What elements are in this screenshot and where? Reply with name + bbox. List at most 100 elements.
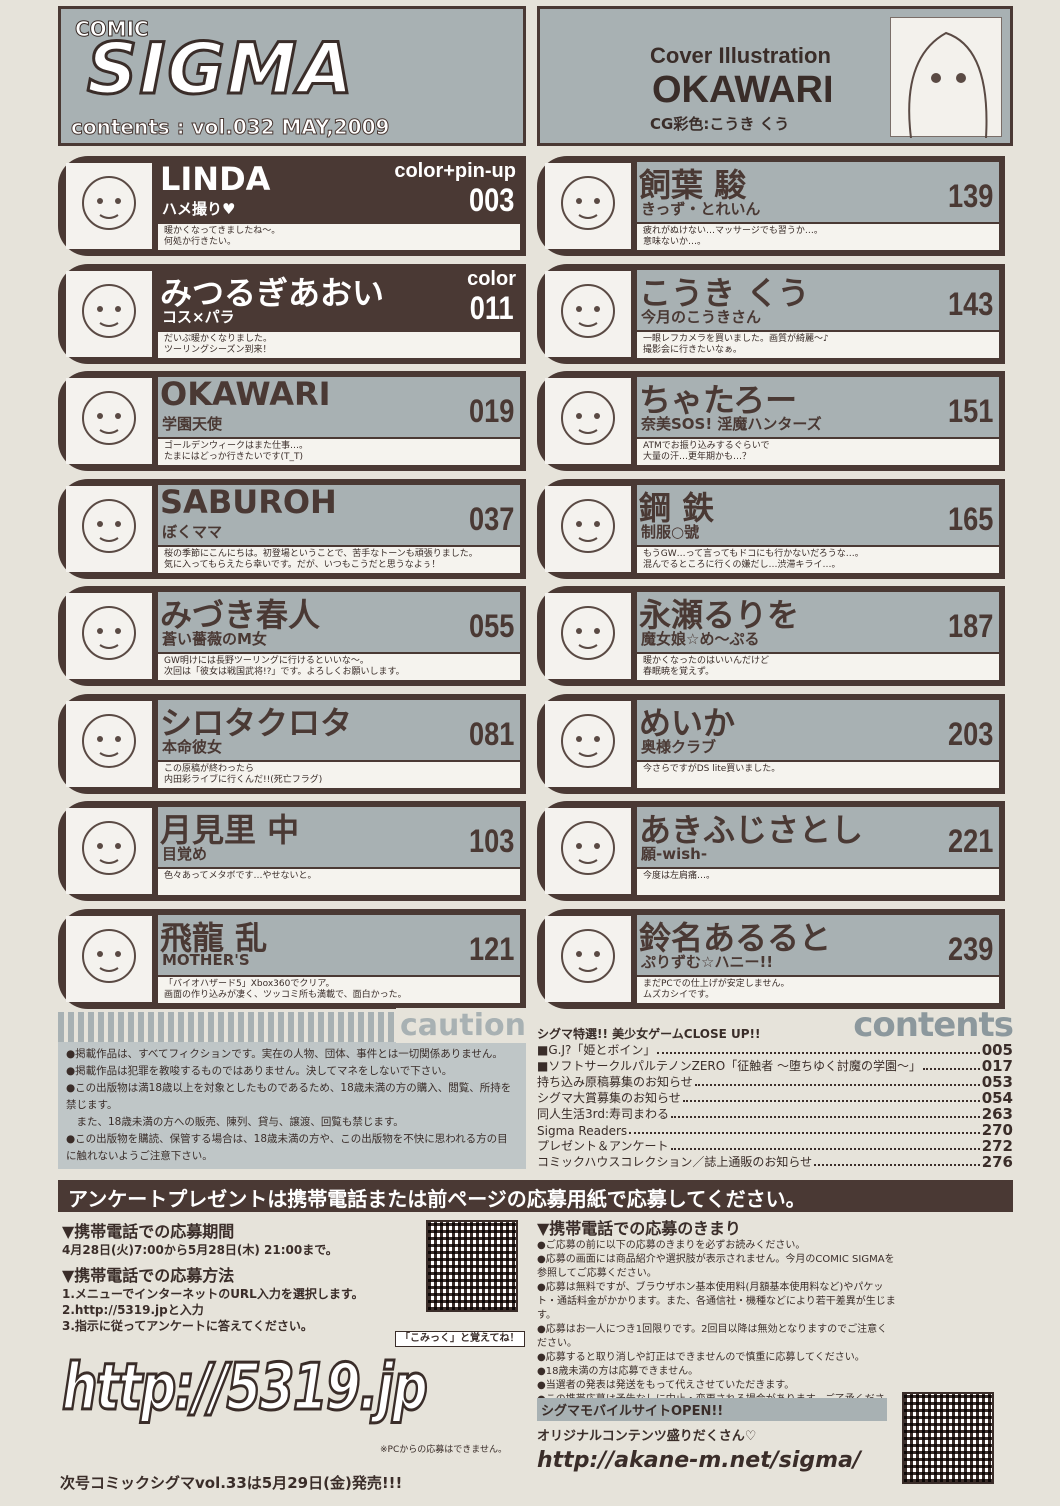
toc-label: 持ち込み原稿募集のお知らせ [537, 1075, 693, 1089]
toc-label: コミックハウスコレクション／誌上通販のお知らせ [537, 1155, 813, 1169]
author-portrait [66, 163, 152, 249]
title-panel [637, 484, 999, 545]
toc-row[interactable]: シグマ大賞募集のお知らせ 054 [537, 1090, 1013, 1106]
toc-leader [694, 1084, 980, 1086]
title-panel [158, 269, 520, 330]
caution-body: ●掲載作品は、すべてフィクションです。実在の人物、団体、事件とは一切関係ありませ… [58, 1042, 526, 1169]
author-portrait [66, 915, 152, 1002]
qr-code-survey[interactable] [426, 1220, 518, 1312]
survey-url[interactable]: http://5319.jp [61, 1351, 429, 1426]
caution-line: ●掲載作品は犯罪を教唆するものではありません。決してマネをしないで下さい。 [66, 1065, 453, 1077]
toc-label: プレゼント＆アンケート [537, 1139, 669, 1153]
volume-label: contents : vol.032 MAY,2009 [70, 115, 390, 140]
toc-row[interactable]: ■G.J?「姫とボイン」 005 [537, 1042, 1013, 1058]
cover-illustration [890, 17, 1002, 139]
contents-entry[interactable]: めいか 奥様クラブ 203 今さらですがDS lite買いました。 [537, 693, 1005, 794]
toc-row[interactable]: 同人生活3rd:寿司まわる 263 [537, 1106, 1013, 1122]
author-name: みづき春人 [160, 596, 321, 634]
contents-entry[interactable]: ちゃたろー 奈美SOS! 淫魔ハンターズ 151 ATMでお振り込みするぐらいで 大量… [537, 371, 1005, 471]
title-panel [158, 484, 520, 545]
next-issue: 次号コミックシグマvol.33は5月29日(金)発売!!! [60, 1474, 403, 1492]
title-panel [158, 377, 520, 437]
contents-headline: シグマ特選!! 美少女ゲームCLOSE UP!! contents [537, 1008, 1014, 1042]
author-portrait [66, 700, 152, 787]
story-title: 魔女娘☆め～ぷる [641, 630, 760, 648]
author-name: SABUROH [160, 482, 337, 521]
caution-line: ●掲載作品は、すべてフィクションです。実在の人物、団体、事件とは一切関係ありませ… [66, 1048, 503, 1060]
contents-entry[interactable]: 永瀬るりを 魔女娘☆め～ぷる 187 暖かくなったのはいいんだけど 春眠暁を覚えず。 [537, 586, 1005, 686]
author-name: 永瀬るりを [639, 596, 800, 634]
survey-banner: アンケートプレゼントは携帯電話または前ページの応募用紙で応募してください。 [58, 1180, 1013, 1212]
contents-entry[interactable]: OKAWARI 学園天使 019 ゴールデンウィークはまた仕事…。 たまにはどっか行き… [58, 371, 526, 471]
contents-entry[interactable]: こうき くう 今月のこうきさん 143 一眼レフカメラを買いました。画質が綺麗～♪ 撮… [537, 263, 1005, 364]
toc-row[interactable]: 持ち込み原稿募集のお知らせ 053 [537, 1074, 1013, 1090]
author-comment: 「バイオハザード5」Xbox360でクリア。 画面の作り込みが凄く、ツッコミ所も… [158, 976, 520, 1003]
author-comment: まだPCでの仕上げが安定しません。 ムズカシイです。 [637, 976, 999, 1003]
toc-row[interactable]: Sigma Readers 270 [537, 1122, 1013, 1138]
period-heading: ▼携帯電話での応募期間 [62, 1222, 235, 1241]
pc-note: ※PCからの応募はできません。 [380, 1445, 507, 1455]
toc-row[interactable]: コミックハウスコレクション／誌上通販のお知らせ 276 [537, 1154, 1013, 1170]
contents-entry[interactable]: シロタクロタ 本命彼女 081 この原稿が終わったら 内田彩ライブに行くんだ!!(死亡… [58, 693, 526, 794]
contents-entry[interactable]: 鈴名あるると ぷりずむ☆ハニー!! 239 まだPCでの仕上げが安定しません。 ムズカ… [537, 908, 1005, 1009]
page-number: 103 [468, 823, 514, 859]
site-open: シグマモバイルサイトOPEN!! [537, 1398, 887, 1421]
toc-label: Sigma Readers [537, 1124, 628, 1138]
page-number: 121 [468, 930, 514, 967]
contents-entry[interactable]: あきふじさとし 願-wish- 221 今度は左肩痛…。 [537, 801, 1005, 901]
toc-row[interactable]: ■ソフトサークルパルテノンZERO「征触者 ～堕ちゆく討魔の学園～」 017 [537, 1058, 1013, 1074]
author-comment: 暖かくなってきましたね～。 何処か行きたい。 [158, 224, 520, 250]
author-name: OKAWARI [160, 375, 331, 413]
toc-leader [923, 1068, 980, 1070]
toc-page: 054 [981, 1089, 1013, 1107]
feature-heading: シグマ特選!! 美少女ゲームCLOSE UP!! [537, 1027, 761, 1041]
step-3: 3.指示に従ってアンケートに答えてください。 [62, 1319, 313, 1333]
author-portrait [66, 270, 152, 357]
title-panel [158, 699, 520, 760]
contents-entry[interactable]: みつるぎあおい コス×パラ color 011 だいぶ暖かくなりました。 ツーリングシー… [58, 263, 526, 364]
story-title: 奥様クラブ [641, 737, 717, 756]
contents-entry[interactable]: 月見里 中目覚め 103 色々あってメタボです…やせないと。 [58, 801, 526, 901]
mobile-instructions: ▼携帯電話での応募期間 4月28日(火)7:00から5月28日(木) 21:00… [62, 1218, 422, 1334]
toc-row[interactable]: プレゼント＆アンケート 272 [537, 1138, 1013, 1154]
story-title: 蒼い薔薇のM女 [162, 630, 267, 648]
contents-entry[interactable]: SABUROH ぼくママ 037 桜の季節にこんにちは。初登場ということで、苦手なトー… [58, 478, 526, 579]
title-panel [637, 807, 999, 867]
toc-page: 053 [981, 1073, 1013, 1091]
contents-entry[interactable]: みづき春人 蒼い薔薇のM女 055 GW明けには長野ツーリングに行けるといいな～。 次… [58, 586, 526, 686]
author-comment: ATMでお振り込みするぐらいで 大量の汗…更年期かも…？ [637, 439, 999, 465]
contents-entry[interactable]: LINDA ハメ撮り♥ color+pin-up 003 暖かくなってきましたね～。 何… [58, 156, 526, 256]
toc-label: シグマ大賞募集のお知らせ [537, 1091, 681, 1105]
page-number: 081 [468, 715, 514, 752]
color-tag: color+pin-up [394, 160, 516, 182]
page-number: 019 [468, 393, 514, 429]
title-panel [637, 914, 999, 975]
contents-entry[interactable]: 鋼 鉄制服○號 165 もうGW…って言ってもドコにも行かないだろうな…。 混んでる… [537, 478, 1005, 579]
toc-leader [670, 1148, 980, 1150]
page-number: 151 [947, 393, 993, 429]
author-name: こうき くう [639, 273, 810, 312]
logo-comic: COMIC [75, 17, 150, 42]
toc-page: 276 [981, 1153, 1013, 1171]
author-portrait [545, 378, 631, 464]
title-panel [637, 699, 999, 760]
story-title: コス×パラ [162, 307, 235, 326]
author-comment: だいぶ暖かくなりました。 ツーリングシーズン到来！ [158, 331, 520, 358]
author-name: 鋼 鉄 [639, 488, 715, 527]
rule-line: ●応募すると取り消しや訂正はできませんので慎重に応募してください。 [537, 1352, 865, 1363]
qr-code-mobile-site[interactable] [902, 1392, 994, 1484]
step-1: 1.メニューでインターネットのURL入力を選択します。 [62, 1287, 364, 1301]
toc-leader [814, 1164, 980, 1166]
toc-leader [682, 1100, 980, 1102]
rule-line: ●ご応募の前に以下の応募のきまりを必ずお読みください。 [537, 1240, 806, 1251]
toc-page: 272 [981, 1137, 1013, 1155]
title-panel [637, 162, 999, 222]
rule-line: ●当選者の発表は発送をもって代えさせていただきます。 [537, 1380, 795, 1391]
contents-entry[interactable]: 飼葉 駿きっず・とれいん 139 疲れがぬけない…マッサージでも習うか…。 意味ない… [537, 156, 1005, 256]
caution-box: caution ●掲載作品は、すべてフィクションです。実在の人物、団体、事件とは… [58, 1008, 526, 1172]
author-name: シロタクロタ [160, 703, 353, 742]
site-url[interactable]: http://akane-m.net/sigma/ [537, 1448, 861, 1473]
site-desc: オリジナルコンテンツ盛りだくさん♡ [537, 1429, 757, 1444]
author-portrait [545, 808, 631, 894]
contents-entry[interactable]: 飛龍 乱 MOTHER'S 121 「バイオハザード5」Xbox360でクリア。 画面… [58, 908, 526, 1009]
